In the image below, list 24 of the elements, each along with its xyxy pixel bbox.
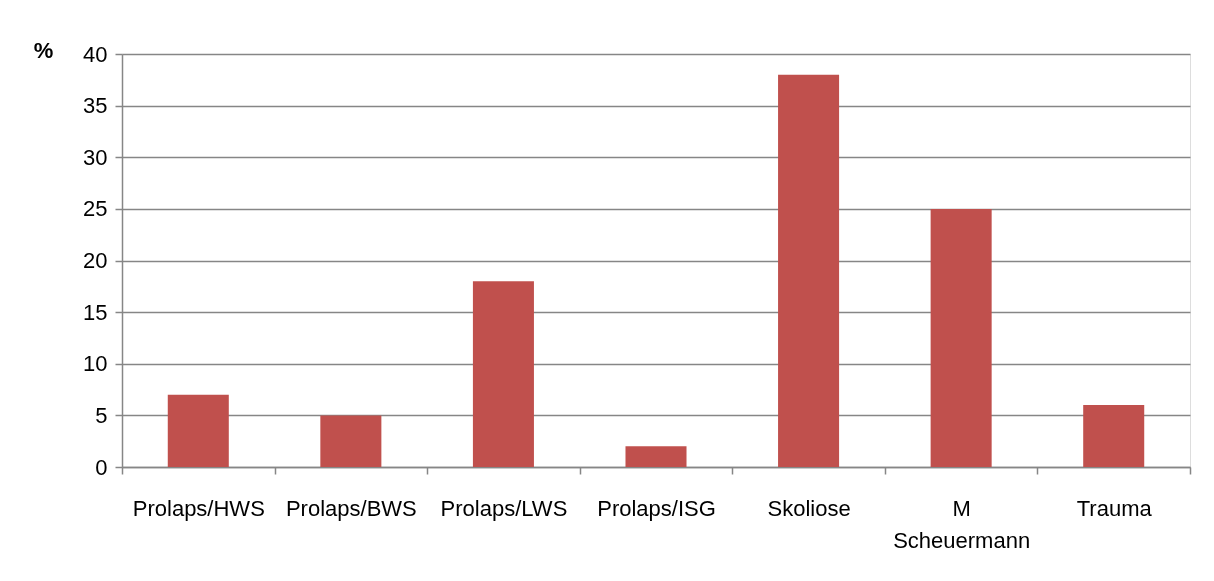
bar [778,74,840,467]
x-tick-label: Prolaps/ISG [597,495,716,521]
y-tick-label: 20 [83,248,108,273]
x-tick-label: Skoliose [767,495,851,521]
y-tick-label: 15 [83,299,108,325]
y-axis-title: % [33,37,54,63]
x-tick-label: Prolaps/HWS [132,495,265,521]
bar [1083,405,1145,467]
bar [472,281,534,467]
y-tick-label: 10 [83,351,108,377]
y-tick-label: 35 [83,93,108,119]
x-tick-label: Prolaps/LWS [440,495,568,521]
x-tick-label: Prolaps/BWS [285,495,417,521]
y-tick-label: 40 [83,41,108,67]
y-tick-label: 30 [83,144,108,170]
y-tick-label: 25 [83,196,108,222]
bar [167,394,229,467]
bar [930,208,992,467]
bar [320,415,382,467]
y-tick-label: 0 [95,454,108,480]
y-tick-label: 5 [95,402,108,428]
x-tick-label: M Scheuermann [893,495,1031,553]
bar [625,446,687,467]
x-tick-label: Trauma [1076,495,1153,521]
